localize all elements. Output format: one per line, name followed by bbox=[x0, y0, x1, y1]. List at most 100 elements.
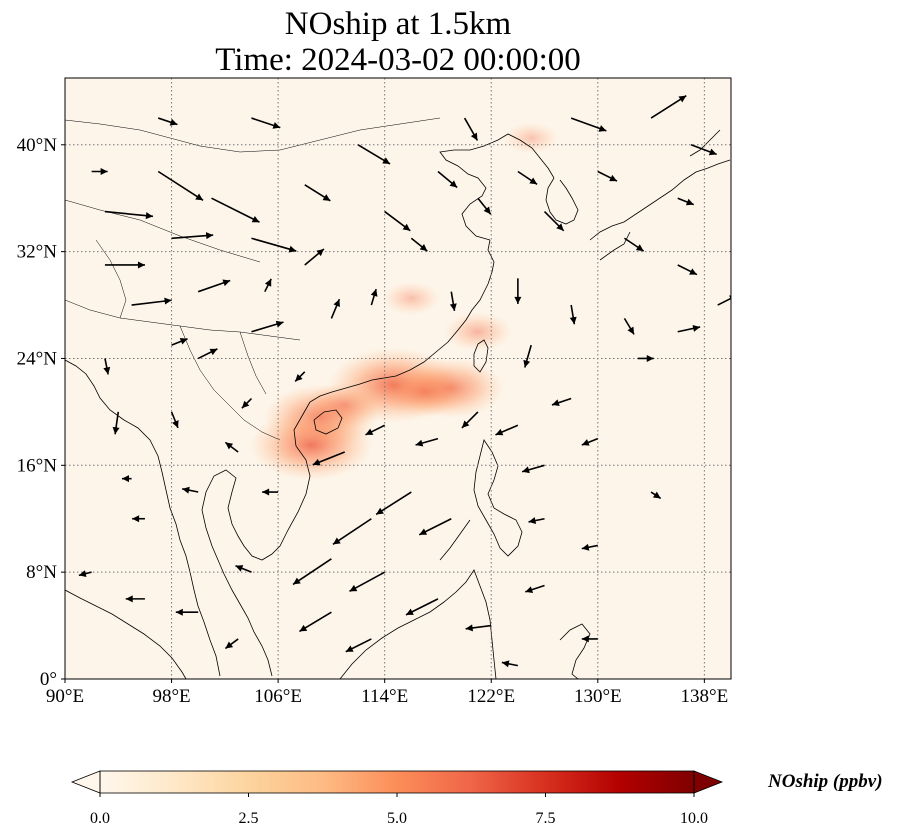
wind-arrow bbox=[418, 518, 452, 536]
colorbar-title: NOship (ppbv) bbox=[768, 771, 883, 792]
wind-arrow-head bbox=[78, 570, 87, 578]
wind-arrow bbox=[477, 197, 492, 215]
noship-concentration-layer bbox=[249, 122, 560, 481]
wind-arrow bbox=[569, 304, 577, 325]
wind-arrow bbox=[415, 437, 439, 447]
wind-arrow bbox=[623, 317, 635, 335]
wind-arrow-head bbox=[145, 212, 153, 220]
wind-arrow bbox=[465, 624, 492, 632]
wind-arrow bbox=[365, 424, 386, 436]
wind-arrow-head bbox=[514, 296, 522, 304]
wind-arrow-head bbox=[419, 528, 428, 535]
wind-arrow-head bbox=[316, 248, 324, 257]
wind-arrow-head bbox=[365, 428, 374, 435]
wind-arrow bbox=[304, 248, 325, 266]
wind-arrow-head bbox=[262, 488, 270, 496]
wind-arrow-head bbox=[689, 268, 697, 275]
wind-arrow-head bbox=[382, 157, 391, 164]
wind-arrow bbox=[623, 237, 645, 252]
wind-arrow-shaft bbox=[292, 558, 332, 586]
wind-arrow-head bbox=[523, 359, 531, 368]
wind-arrow bbox=[78, 570, 92, 578]
wind-arrow bbox=[461, 411, 479, 429]
wind-arrow bbox=[637, 354, 654, 362]
wind-arrow-head bbox=[169, 118, 178, 126]
wind-arrow bbox=[517, 170, 538, 185]
wind-arrow-head bbox=[225, 641, 234, 649]
wind-arrow-head bbox=[333, 299, 340, 308]
wind-arrow-head bbox=[581, 439, 590, 446]
wind-arrow-head bbox=[103, 366, 111, 375]
wind-arrow-head bbox=[164, 297, 172, 305]
wind-arrow-head bbox=[461, 420, 470, 428]
wind-arrow-head bbox=[692, 324, 701, 332]
wind-arrow-head bbox=[349, 584, 358, 592]
wind-arrow bbox=[677, 264, 698, 276]
coastline-sumatra bbox=[65, 589, 187, 679]
wind-arrow-head bbox=[175, 608, 183, 616]
coastline-hainan bbox=[313, 409, 343, 435]
wind-arrow bbox=[405, 598, 439, 616]
wind-arrow-head bbox=[293, 577, 301, 585]
wind-arrow-head bbox=[195, 193, 204, 201]
wind-arrow bbox=[370, 288, 378, 306]
wind-arrow-head bbox=[569, 316, 577, 325]
coastline-indochina bbox=[201, 401, 311, 677]
wind-vectors bbox=[78, 94, 731, 668]
wind-arrow bbox=[197, 279, 231, 293]
wind-arrow bbox=[312, 451, 346, 466]
wind-arrow bbox=[171, 337, 188, 346]
wind-arrow-head bbox=[598, 125, 607, 132]
wind-arrow-head bbox=[627, 326, 635, 335]
wind-arrow-head bbox=[179, 338, 188, 345]
wind-arrow-head bbox=[125, 595, 133, 603]
wind-arrow-head bbox=[402, 223, 411, 231]
colorbar-gradient bbox=[100, 771, 694, 793]
lon-tick-label: 130°E bbox=[574, 686, 622, 707]
wind-arrow-head bbox=[483, 206, 491, 215]
wind-arrow-head bbox=[137, 261, 145, 269]
wind-arrow-head bbox=[708, 148, 717, 156]
wind-arrow-head bbox=[251, 215, 260, 223]
lat-tick-label: 32°N bbox=[17, 242, 58, 263]
wind-arrow bbox=[294, 371, 306, 382]
wind-arrow bbox=[597, 170, 618, 182]
plume-7 bbox=[381, 281, 441, 316]
wind-arrow-head bbox=[122, 475, 129, 483]
wind-arrow-head bbox=[235, 565, 244, 572]
wind-arrow bbox=[241, 397, 253, 409]
wind-arrow-head bbox=[288, 245, 297, 253]
wind-arrow-head bbox=[419, 243, 428, 252]
wind-arrow-head bbox=[209, 348, 218, 356]
map-title-line1: NOship at 1.5km bbox=[284, 6, 512, 42]
wind-arrow bbox=[463, 117, 479, 141]
wind-arrow bbox=[410, 237, 428, 252]
wind-arrow bbox=[157, 170, 204, 201]
wind-arrow-head bbox=[222, 279, 231, 287]
colorbar: 0.0 2.5 5.0 7.5 10.0 bbox=[70, 770, 724, 827]
wind-arrow-head bbox=[376, 507, 384, 515]
coastline-borneo bbox=[339, 569, 497, 679]
wind-arrow-shaft bbox=[717, 297, 731, 306]
colorbar-tick-label: 2.5 bbox=[239, 810, 259, 827]
wind-arrow bbox=[581, 437, 599, 446]
wind-arrow bbox=[650, 491, 662, 500]
wind-arrow-head bbox=[132, 515, 140, 523]
wind-arrow bbox=[345, 638, 372, 653]
colorbar-tick-label: 0.0 bbox=[90, 810, 110, 827]
wind-arrow-head bbox=[465, 624, 474, 632]
wind-arrow-head bbox=[112, 426, 120, 435]
wind-arrow-shaft bbox=[332, 518, 372, 545]
coastline-philippines bbox=[439, 439, 523, 561]
wind-arrow bbox=[375, 491, 412, 516]
wind-arrow bbox=[677, 324, 701, 333]
wind-arrow-head bbox=[609, 174, 617, 182]
wind-arrow-head bbox=[449, 303, 457, 311]
wind-arrow-head bbox=[205, 232, 214, 240]
wind-arrow bbox=[262, 488, 279, 496]
wind-arrow bbox=[384, 210, 411, 232]
wind-arrow-shaft bbox=[104, 210, 154, 218]
border-lines bbox=[65, 117, 441, 441]
map-frame bbox=[64, 77, 732, 680]
wind-arrow-head bbox=[172, 420, 179, 428]
